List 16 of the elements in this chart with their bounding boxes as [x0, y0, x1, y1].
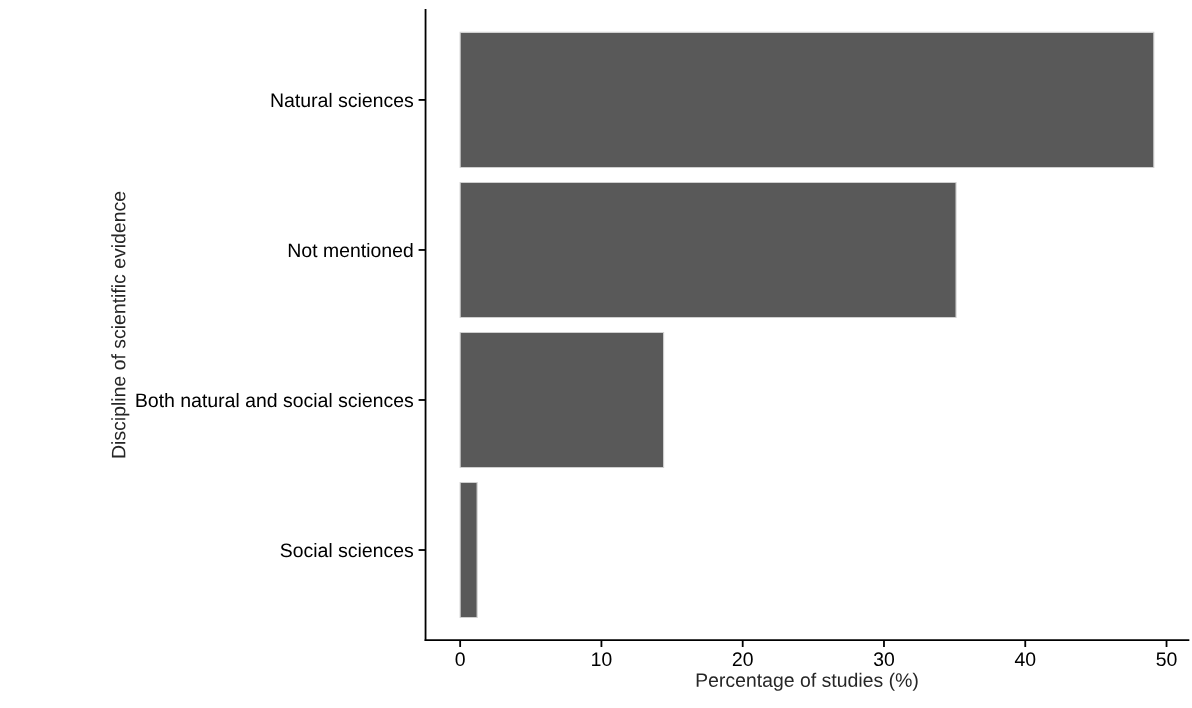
bar [459, 331, 665, 469]
x-tick-label: 20 [732, 652, 753, 667]
y-tick-label: Not mentioned [288, 242, 413, 258]
x-tick-label: 50 [1156, 652, 1177, 667]
x-tick-label: 10 [592, 652, 612, 667]
y-axis-title: Discipline of scientific evidence [111, 191, 130, 458]
bar [459, 481, 478, 619]
bar [459, 31, 1155, 168]
x-tick-label: 40 [1014, 652, 1036, 667]
y-tick-label: Natural sciences [271, 92, 414, 108]
bar [459, 181, 957, 319]
x-tick-label: 0 [455, 652, 465, 667]
y-tick-label: Social sciences [280, 542, 414, 558]
x-tick-label: 30 [873, 652, 895, 667]
x-axis-title: Percentage of studies (%) [696, 672, 918, 691]
y-tick-label: Both natural and social sciences [136, 392, 414, 408]
